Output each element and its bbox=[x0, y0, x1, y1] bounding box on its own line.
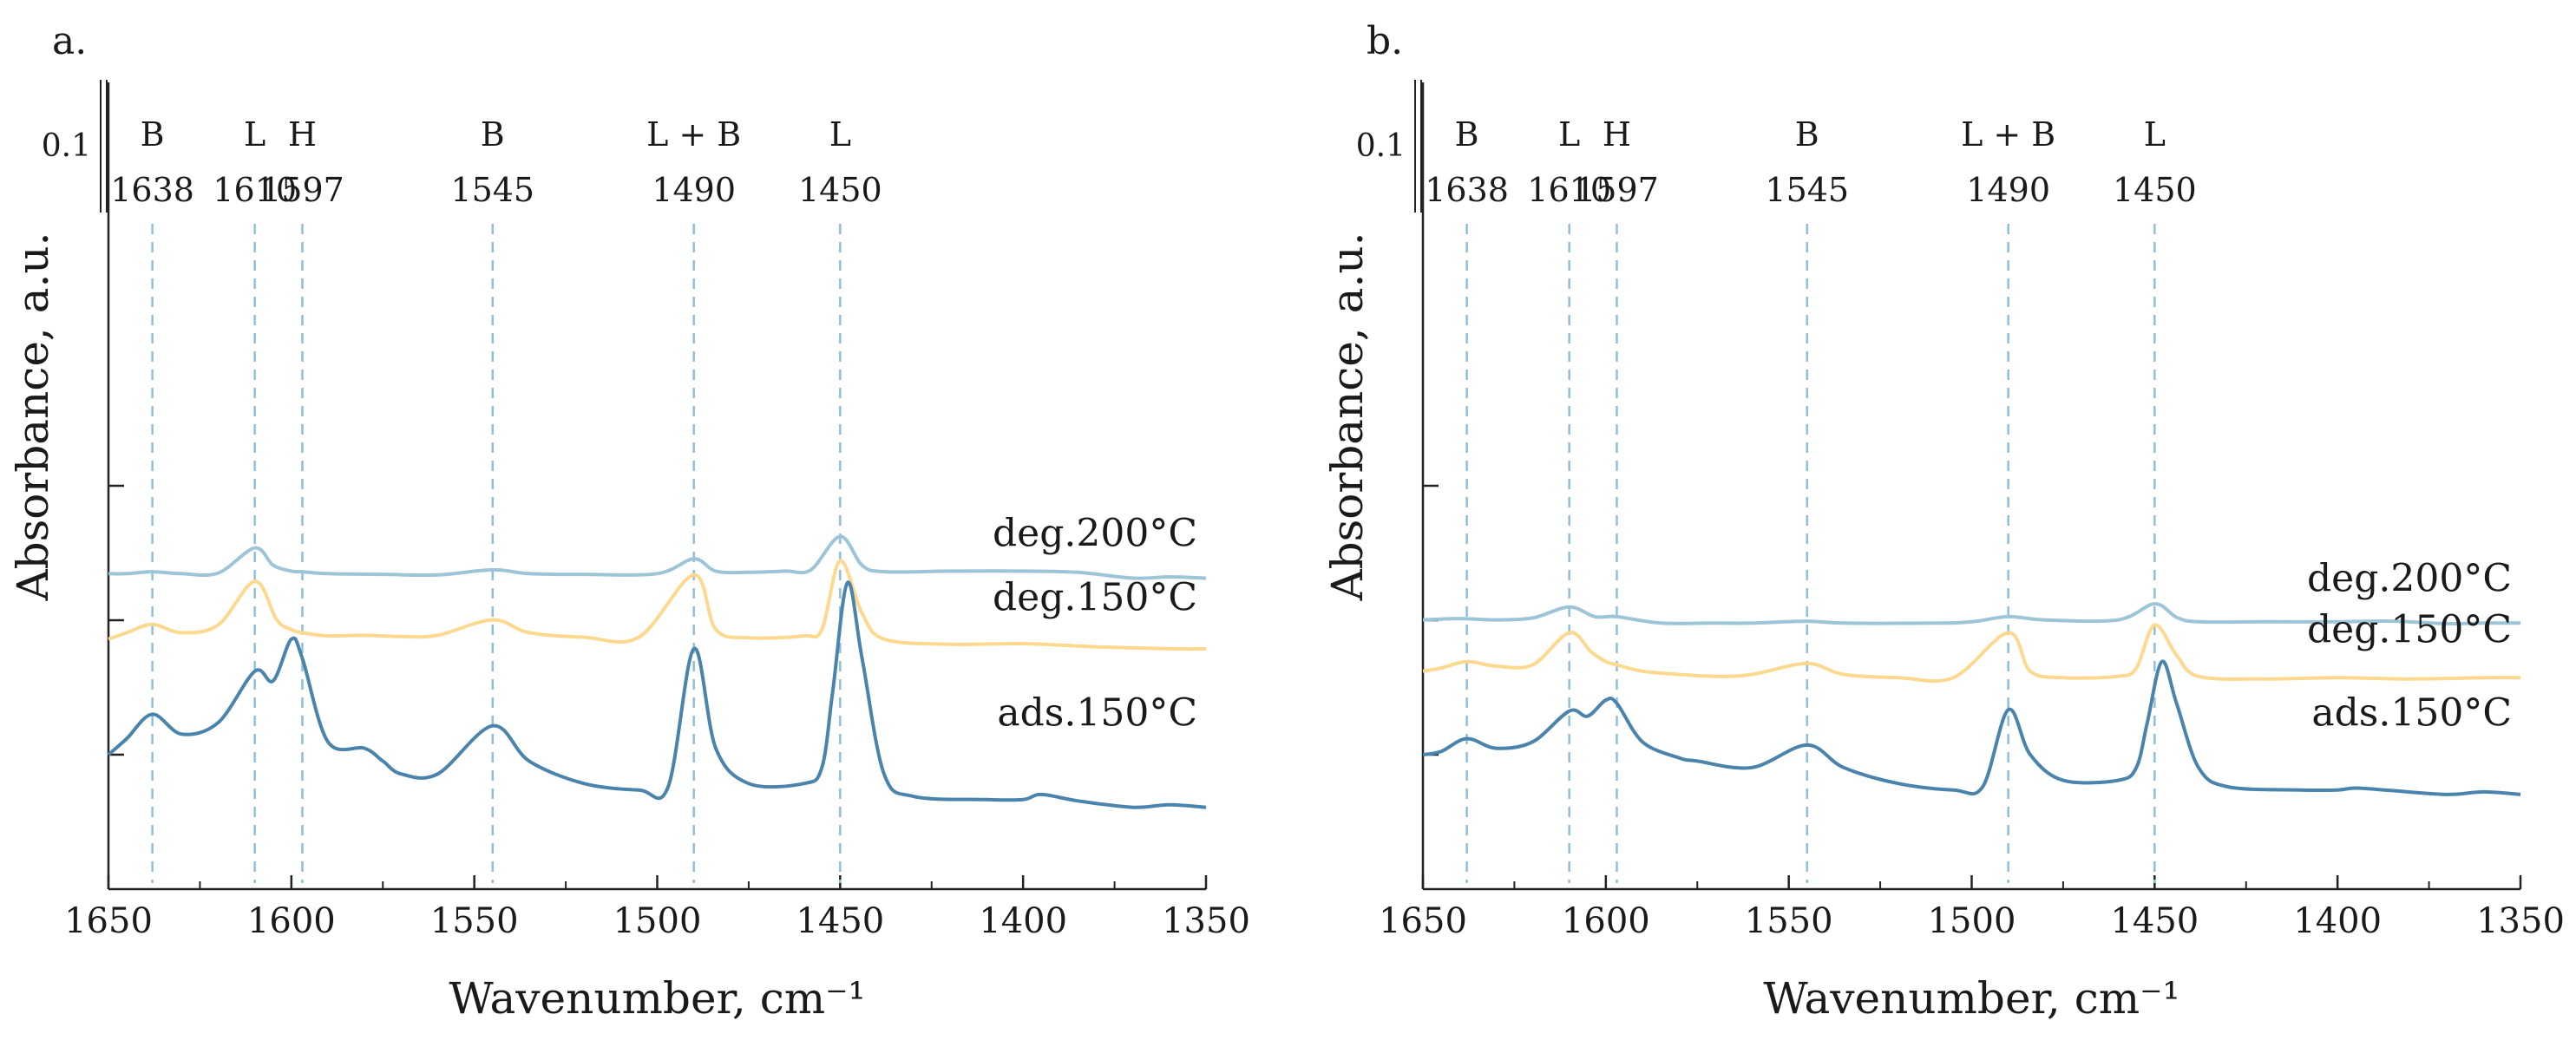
peak-type-label: L + B bbox=[1961, 115, 2055, 154]
peak-type-label: H bbox=[288, 115, 317, 154]
x-tick-label: 1450 bbox=[2110, 901, 2199, 941]
y-axis-label: Absorbance, a.u. bbox=[1322, 232, 1373, 602]
panel-label: b. bbox=[1367, 19, 1403, 63]
series-label: deg.150°C bbox=[2307, 608, 2512, 652]
scale-bar-label: 0.1 bbox=[42, 128, 91, 164]
peak-type-label: B bbox=[1455, 115, 1479, 154]
series-line bbox=[1422, 602, 2521, 626]
peak-wavenumber-label: 1450 bbox=[798, 171, 882, 209]
peak-wavenumber-label: 1545 bbox=[1765, 171, 1849, 209]
x-tick-label: 1400 bbox=[2293, 901, 2382, 941]
x-tick-label: 1550 bbox=[1745, 901, 1833, 941]
peak-wavenumber-label: 1450 bbox=[2113, 171, 2197, 209]
peak-wavenumber-label: 1597 bbox=[260, 171, 344, 209]
x-tick-label: 1550 bbox=[430, 901, 519, 941]
peak-type-label: B bbox=[481, 115, 505, 154]
series-label: ads.150°C bbox=[997, 691, 1197, 736]
series-line bbox=[1422, 623, 2521, 684]
series-label: deg.200°C bbox=[2307, 556, 2512, 600]
x-axis-label: Wavenumber, cm⁻¹ bbox=[1763, 973, 2179, 1024]
series-label: deg.200°C bbox=[993, 512, 1197, 556]
series-line bbox=[1422, 659, 2521, 796]
series-label: ads.150°C bbox=[2311, 691, 2512, 736]
peak-wavenumber-label: 1610 bbox=[213, 171, 297, 209]
peak-type-label: L bbox=[829, 115, 851, 154]
chart-panel-1: a. 0.1 1650 1600 1550 1500 1450 1400 1350 Wavenum… bbox=[8, 19, 1250, 1024]
x-tick-label: 1500 bbox=[613, 901, 702, 941]
peak-type-label: B bbox=[141, 115, 165, 154]
peak-wavenumber-label: 1490 bbox=[652, 171, 736, 209]
peak-wavenumber-label: 1490 bbox=[1966, 171, 2050, 209]
peak-type-label: L bbox=[2144, 115, 2166, 154]
x-tick-label: 1650 bbox=[64, 901, 153, 941]
x-axis-label: Wavenumber, cm⁻¹ bbox=[449, 973, 865, 1024]
y-axis-label: Absorbance, a.u. bbox=[8, 232, 58, 602]
series-label: deg.150°C bbox=[993, 576, 1197, 620]
x-tick-label: 1350 bbox=[2476, 901, 2565, 941]
peak-type-label: L bbox=[1558, 115, 1580, 154]
x-tick-label: 1450 bbox=[796, 901, 884, 941]
peak-wavenumber-label: 1597 bbox=[1575, 171, 1659, 209]
peak-type-label: L + B bbox=[646, 115, 741, 154]
x-tick-label: 1600 bbox=[1562, 901, 1650, 941]
x-tick-label: 1600 bbox=[247, 901, 336, 941]
peak-type-label: H bbox=[1603, 115, 1631, 154]
x-tick-label: 1400 bbox=[979, 901, 1067, 941]
peak-type-label: L bbox=[244, 115, 265, 154]
scale-bar-label: 0.1 bbox=[1356, 128, 1406, 164]
peak-wavenumber-label: 1638 bbox=[1425, 171, 1509, 209]
panel-label: a. bbox=[52, 19, 87, 63]
peak-wavenumber-label: 1638 bbox=[110, 171, 194, 209]
peak-type-label: B bbox=[1795, 115, 1819, 154]
x-tick-label: 1500 bbox=[1928, 901, 2016, 941]
chart-panel-2: b. 0.1 1650 1600 1550 1500 1450 1400 1350 Wavenum… bbox=[1322, 19, 2565, 1024]
series-line bbox=[108, 559, 1207, 651]
peak-wavenumber-label: 1610 bbox=[1527, 171, 1611, 209]
series-line bbox=[108, 534, 1207, 580]
series-line bbox=[107, 580, 1207, 809]
x-tick-label: 1350 bbox=[1162, 901, 1250, 941]
x-tick-label: 1650 bbox=[1379, 901, 1467, 941]
peak-wavenumber-label: 1545 bbox=[450, 171, 534, 209]
